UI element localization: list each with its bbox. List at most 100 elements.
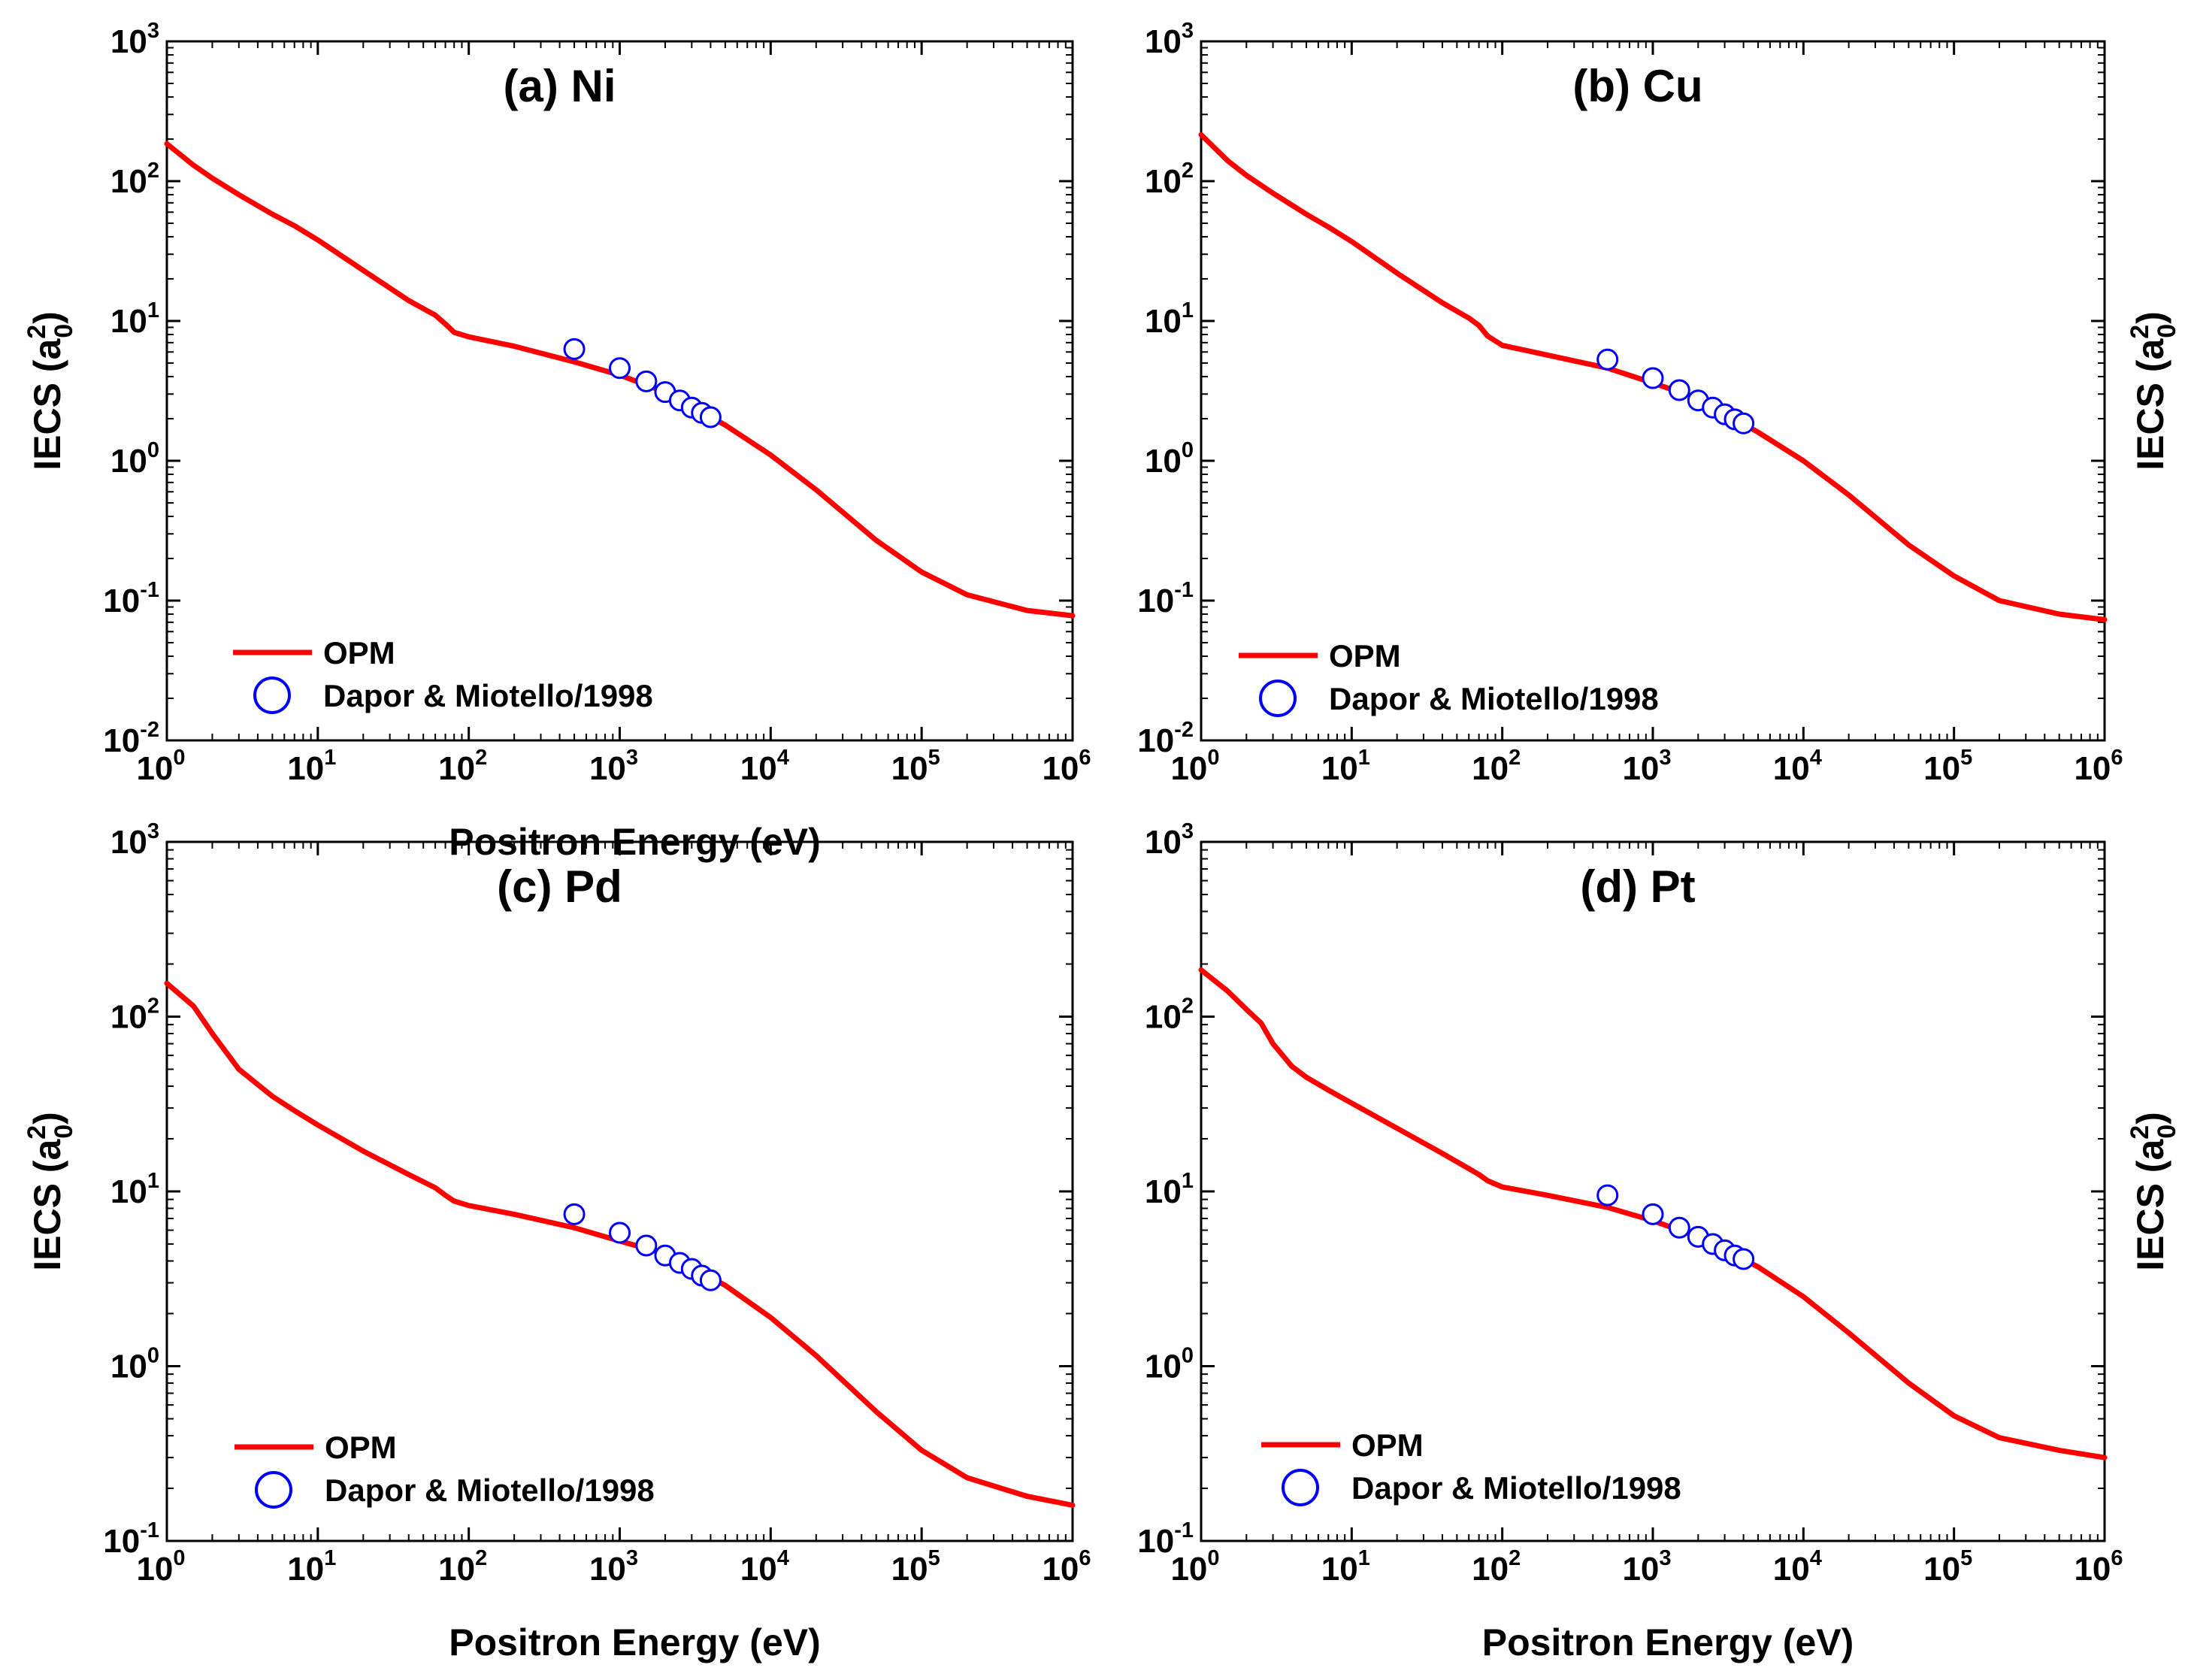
- x-tick-label-base: 10: [589, 1551, 626, 1588]
- y-tick-label: 103: [110, 19, 159, 60]
- x-tick-label: 101: [287, 746, 336, 787]
- x-tick-label: 106: [1042, 1546, 1091, 1588]
- y-tick-label-base: 10: [110, 163, 147, 200]
- x-tick-label-base: 10: [1472, 750, 1509, 787]
- y-axis-title-sup: 2: [2126, 325, 2154, 339]
- y-tick-label-base: 10: [110, 303, 147, 340]
- x-tick-label-exp: 5: [1960, 746, 1972, 770]
- dapor-data-point: [1642, 1203, 1664, 1225]
- x-tick-label-base: 10: [1042, 1551, 1079, 1588]
- y-tick-label-base: 10: [110, 999, 147, 1036]
- y-tick-label-base: 10: [1145, 443, 1182, 480]
- y-tick-label-exp: 3: [147, 19, 159, 43]
- x-tick-label-exp: 0: [173, 1546, 185, 1570]
- x-tick-label-base: 10: [2074, 1551, 2111, 1588]
- y-tick-label-base: 10: [1137, 1523, 1174, 1560]
- opm-series-line: [1198, 132, 2108, 622]
- plot-frame: [165, 840, 1074, 1542]
- dapor-data-point: [563, 1203, 586, 1225]
- dapor-data-point: [1596, 1184, 1619, 1206]
- x-tick-label-base: 10: [891, 750, 928, 787]
- x-tick-label-base: 10: [1622, 750, 1659, 787]
- x-tick-label-exp: 4: [1810, 1546, 1822, 1570]
- x-tick-label: 100: [136, 1546, 185, 1588]
- x-tick-label-base: 10: [1773, 750, 1810, 787]
- y-tick-label-exp: 3: [1182, 19, 1194, 43]
- y-tick-label: 10-1: [1137, 578, 1194, 619]
- y-tick-label: 100: [110, 438, 159, 480]
- x-tick-label-exp: 2: [475, 1546, 487, 1570]
- x-tick-label: 103: [589, 746, 638, 787]
- y-tick-label: 100: [1145, 438, 1194, 480]
- x-tick-label-exp: 3: [1659, 746, 1671, 770]
- x-tick-label: 102: [438, 746, 487, 787]
- y-tick-label: 10-1: [1137, 1518, 1194, 1560]
- y-tick-label-exp: 0: [1182, 438, 1194, 462]
- x-tick-label: 104: [1773, 1546, 1822, 1588]
- y-tick-label-exp: 2: [1182, 159, 1194, 183]
- x-tick-label: 101: [1321, 1546, 1370, 1588]
- x-tick-label-base: 10: [1321, 1551, 1358, 1588]
- y-axis-title-sup: 2: [23, 325, 51, 339]
- x-tick-label: 102: [1472, 746, 1521, 787]
- x-tick-label-exp: 4: [1810, 746, 1822, 770]
- x-tick-label-exp: 1: [324, 746, 336, 770]
- x-tick-label-base: 10: [1773, 1551, 1810, 1588]
- x-tick-label-exp: 3: [1659, 1546, 1671, 1570]
- x-tick-label-exp: 4: [777, 746, 789, 770]
- y-tick-label-exp: 1: [1182, 298, 1194, 322]
- y-tick-label: 103: [1145, 819, 1194, 861]
- dapor-data-point: [563, 338, 586, 360]
- x-tick-label: 105: [891, 746, 940, 787]
- y-tick-label: 10-1: [103, 1518, 159, 1560]
- plot-frame: [1200, 840, 2106, 1542]
- x-tick-label-exp: 6: [1079, 1546, 1091, 1570]
- x-tick-label-exp: 3: [626, 1546, 638, 1570]
- x-tick-label-exp: 6: [2111, 1546, 2123, 1570]
- y-axis-title-sub: 0: [50, 1125, 78, 1139]
- y-tick-label-exp: -2: [140, 718, 159, 742]
- panel-title: (d) Pt: [1580, 861, 1695, 912]
- y-axis-title-main: IECS (a: [2129, 338, 2171, 471]
- x-tick-label-base: 10: [438, 750, 475, 787]
- y-axis-title-close: ): [2129, 1112, 2171, 1125]
- legend-dapor-swatch: [1282, 1469, 1319, 1506]
- y-tick-label-exp: 3: [147, 819, 159, 843]
- legend-dapor-label: Dapor & Miotello/1998: [1329, 681, 1659, 716]
- panel-c: 100 101 102 103 104 105 10610-1100101102103(c)…: [23, 819, 1091, 1663]
- y-axis-title-main: IECS (a: [2129, 1139, 2171, 1271]
- dapor-data-point: [635, 370, 658, 392]
- y-tick-label-exp: 0: [147, 438, 159, 462]
- x-tick-label: 100: [1170, 746, 1219, 787]
- legend-opm-label: OPM: [1329, 638, 1401, 674]
- legend: OPM Dapor & Miotello/1998: [235, 1430, 655, 1509]
- x-axis-title: Positron Energy (eV): [1482, 1621, 1854, 1663]
- y-tick-label: 101: [110, 298, 159, 340]
- y-tick-label: 102: [1145, 994, 1194, 1036]
- x-tick-label: 104: [740, 746, 789, 787]
- panel-a: 100 101 102 103 104 105 10610-210-110010110210…: [23, 19, 1091, 863]
- y-tick-label-exp: -2: [1174, 718, 1194, 742]
- y-tick-label-exp: 1: [147, 1169, 159, 1193]
- x-tick-label-base: 10: [136, 1551, 173, 1588]
- legend: OPM Dapor & Miotello/1998: [233, 635, 653, 714]
- x-tick-label: 102: [1472, 1546, 1521, 1588]
- x-tick-label-exp: 5: [928, 1546, 940, 1570]
- legend: OPM Dapor & Miotello/1998: [1261, 1427, 1681, 1506]
- y-tick-label: 101: [1145, 1169, 1194, 1210]
- y-axis-title-sub: 0: [2153, 1125, 2181, 1139]
- panel-b: 100 101 102 103 104 105 10610-210-110010110210…: [1137, 19, 2181, 787]
- panel-title: (b) Cu: [1572, 61, 1702, 111]
- x-tick-label-exp: 2: [1509, 1546, 1521, 1570]
- opm-series-line: [164, 980, 1076, 1508]
- y-tick-label: 101: [110, 1169, 159, 1210]
- dapor-data-point: [609, 357, 631, 380]
- y-tick-label: 102: [110, 994, 159, 1036]
- y-axis-title-close: ): [26, 311, 68, 324]
- y-tick-label-exp: 2: [147, 994, 159, 1019]
- y-tick-label: 10-2: [103, 718, 159, 759]
- y-tick-label-exp: 1: [1182, 1169, 1194, 1193]
- y-tick-label-exp: 0: [1182, 1344, 1194, 1368]
- dapor-data-point: [1596, 348, 1619, 371]
